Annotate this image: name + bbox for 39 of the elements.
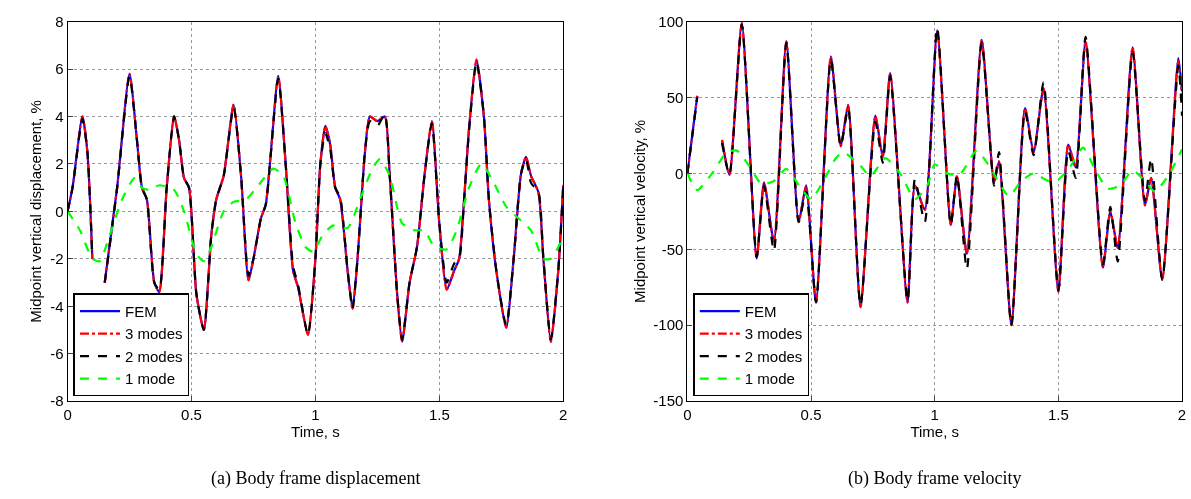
text: (a) Body frame displacement xyxy=(211,468,421,489)
x-axis-title: Time, s xyxy=(910,423,960,441)
x-tick-label: 1.5 xyxy=(428,406,450,424)
y-axis-title: Midpoint vertical displacement, % xyxy=(27,100,45,323)
y-tick-label: -6 xyxy=(50,344,64,362)
x-tick-label: 2 xyxy=(559,406,568,424)
y-tick-label: -8 xyxy=(50,392,64,410)
legend-label: 2 modes xyxy=(124,347,183,365)
y-tick-label: 4 xyxy=(55,107,64,125)
y-tick-label: 6 xyxy=(55,60,64,78)
y-tick-label: -50 xyxy=(661,240,684,258)
y-tick-label: 100 xyxy=(658,12,684,30)
x-tick-label: 1 xyxy=(930,406,939,424)
y-tick-label: 0 xyxy=(55,202,64,220)
y-tick-label: -4 xyxy=(50,297,64,315)
y-tick-label: -150 xyxy=(653,392,684,410)
legend-label: 2 modes xyxy=(744,347,803,365)
legend-label: 1 mode xyxy=(124,370,176,388)
legend-label: FEM xyxy=(124,302,157,320)
text: (b) Body frame velocity xyxy=(848,468,1022,489)
legend-label: 3 modes xyxy=(124,325,183,343)
x-axis-title: Time, s xyxy=(291,423,340,441)
y-tick-label: 2 xyxy=(55,155,64,173)
y-tick-label: 8 xyxy=(55,12,64,30)
x-tick-label: 2 xyxy=(1177,406,1187,424)
legend-label: 1 mode xyxy=(744,370,795,388)
legend-label: FEM xyxy=(744,302,777,320)
y-tick-label: -100 xyxy=(653,316,684,334)
x-tick-label: 0.5 xyxy=(800,406,822,424)
y-tick-label: 50 xyxy=(666,88,684,106)
line-series xyxy=(687,146,1183,201)
x-tick-label: 0.5 xyxy=(181,406,202,424)
legend-label: 3 modes xyxy=(744,325,803,343)
y-tick-label: -2 xyxy=(50,250,64,268)
x-tick-label: 1 xyxy=(311,406,320,424)
y-axis-title: Midpoint vertical velocity, % xyxy=(630,119,648,303)
x-tick-label: 1.5 xyxy=(1047,406,1069,424)
line-series xyxy=(67,158,564,263)
y-tick-label: 0 xyxy=(675,164,684,182)
